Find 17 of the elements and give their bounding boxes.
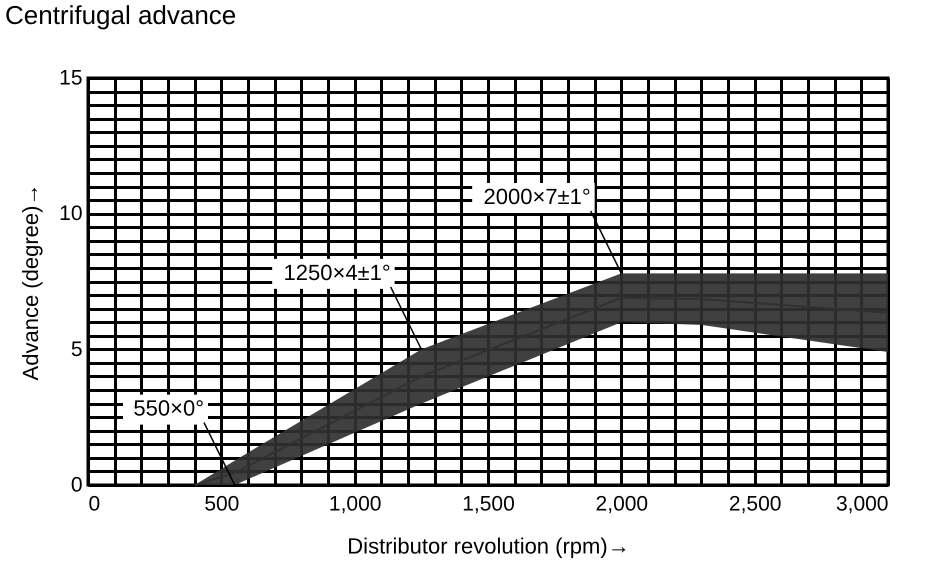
x-tick-label: 1,000 [328, 492, 382, 516]
annotation: 2000×7±1° [484, 184, 591, 209]
annotation: 550×0° [133, 396, 204, 421]
y-tick-label: 10 [59, 202, 82, 226]
x-tick-label: 1,500 [462, 492, 515, 516]
y-axis-title: Advance (degree)→ [18, 184, 44, 380]
annotation: 1250×4±1° [284, 260, 391, 285]
y-tick-label: 0 [70, 474, 82, 496]
x-tick-label: 0 [88, 492, 100, 516]
y-tick-label: 15 [59, 66, 82, 90]
x-tick-label: 2,000 [596, 492, 648, 516]
chart-title: Centrifugal advance [5, 0, 236, 30]
x-tick-label: 2,500 [728, 492, 782, 516]
x-tick-label: 500 [204, 492, 240, 516]
x-tick-label: 3,000 [836, 492, 888, 516]
x-axis-title: Distributor revolution (rpm)→ [347, 534, 630, 558]
y-tick-label: 5 [70, 338, 82, 361]
